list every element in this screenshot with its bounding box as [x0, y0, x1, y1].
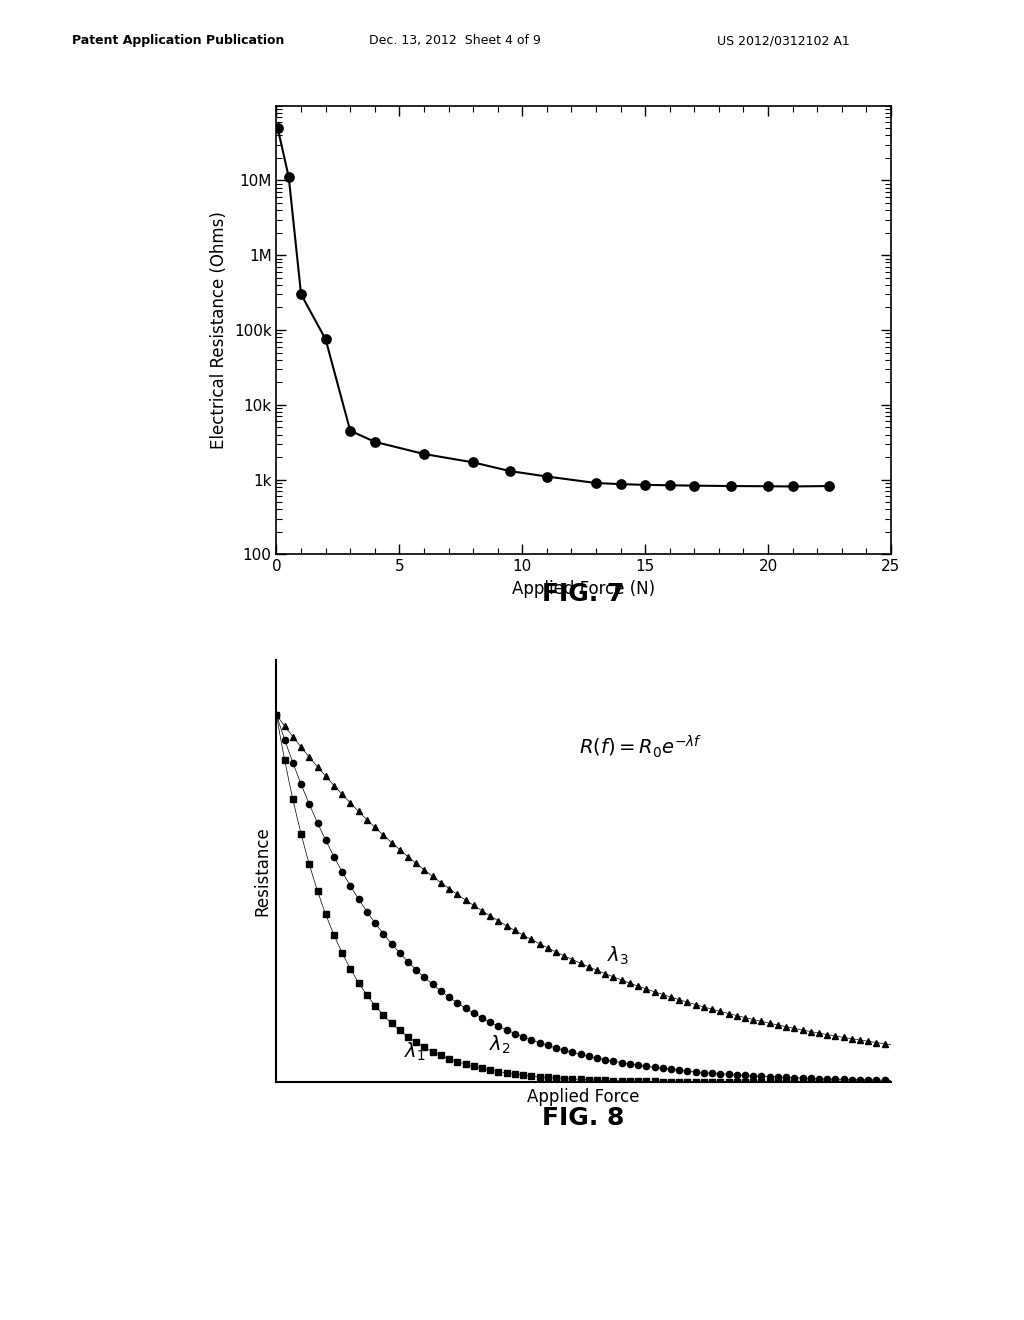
Point	[293, 284, 309, 305]
Point	[784, 477, 801, 498]
Point	[760, 475, 776, 496]
Point	[637, 474, 653, 495]
Point	[821, 475, 838, 496]
Text: Patent Application Publication: Patent Application Publication	[72, 34, 284, 48]
Y-axis label: Resistance: Resistance	[253, 826, 271, 916]
Text: FIG. 7: FIG. 7	[543, 582, 625, 606]
Y-axis label: Electrical Resistance (Ohms): Electrical Resistance (Ohms)	[210, 211, 228, 449]
Point	[281, 166, 297, 187]
X-axis label: Applied Force: Applied Force	[527, 1088, 640, 1106]
X-axis label: Applied Force (N): Applied Force (N)	[512, 579, 655, 598]
Point	[612, 474, 629, 495]
Point	[723, 475, 739, 496]
Point	[465, 451, 481, 473]
Point	[367, 432, 383, 453]
Text: $\lambda_1$: $\lambda_1$	[404, 1041, 426, 1064]
Text: $\lambda_2$: $\lambda_2$	[489, 1034, 511, 1056]
Point	[269, 117, 286, 139]
Point	[416, 444, 432, 465]
Text: $\lambda_3$: $\lambda_3$	[607, 945, 630, 968]
Point	[539, 466, 555, 487]
Point	[342, 420, 358, 441]
Text: $R(f) = R_0 e^{-\lambda f}$: $R(f) = R_0 e^{-\lambda f}$	[579, 734, 702, 760]
Point	[502, 461, 518, 482]
Text: FIG. 8: FIG. 8	[543, 1106, 625, 1130]
Point	[317, 329, 334, 350]
Text: Dec. 13, 2012  Sheet 4 of 9: Dec. 13, 2012 Sheet 4 of 9	[369, 34, 541, 48]
Point	[686, 475, 702, 496]
Point	[588, 473, 604, 494]
Point	[662, 475, 678, 496]
Text: US 2012/0312102 A1: US 2012/0312102 A1	[717, 34, 850, 48]
